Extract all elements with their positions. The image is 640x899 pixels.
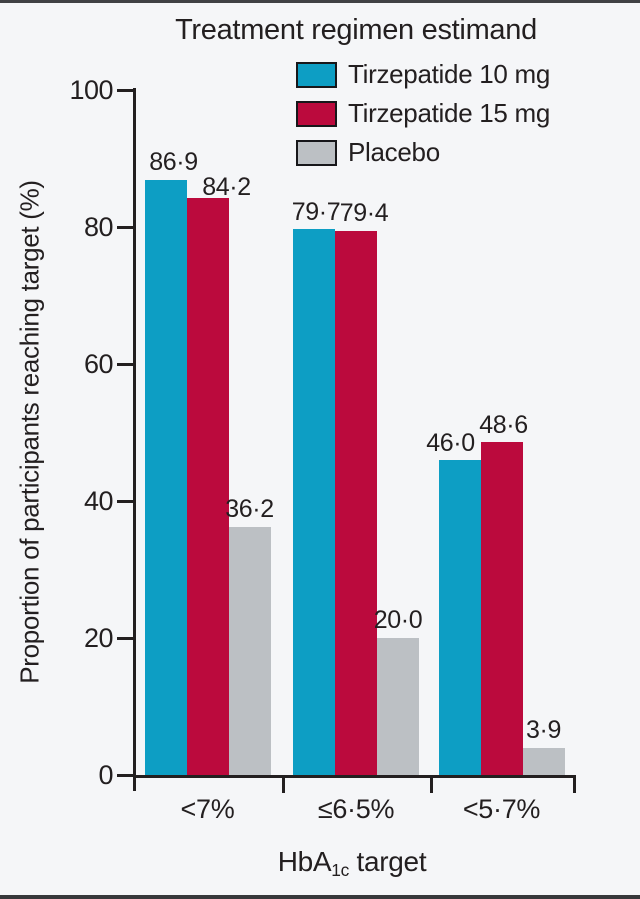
- y-tick-label: 80: [83, 212, 114, 242]
- x-axis-label-subscript: 1c: [331, 859, 350, 880]
- legend-item-tirzepatide-15-mg: Tirzepatide 15 mg: [296, 100, 550, 127]
- legend-swatch-placebo-icon: [296, 139, 337, 166]
- x-axis-line: [133, 775, 576, 778]
- bar-value-label: 86·9: [149, 147, 198, 176]
- bar-tirzepatide-15-mg: [186, 198, 229, 775]
- bar-value-label: 20·0: [373, 606, 423, 634]
- bar-value-label: 79·7: [291, 198, 341, 227]
- bar-value-label: 3·9: [526, 716, 561, 745]
- y-axis-line: [133, 88, 136, 791]
- bar-placebo: [228, 527, 271, 775]
- bar-placebo: [522, 748, 565, 775]
- y-axis-tick: [117, 88, 133, 92]
- legend-label: Tirzepatide 15 mg: [348, 98, 551, 128]
- bar-value-label: 84·2: [202, 173, 251, 202]
- y-tick-label: 20: [83, 623, 114, 653]
- chart-title: Treatment regimen estimand: [175, 14, 537, 46]
- top-border: [0, 0, 640, 3]
- x-axis-tick: [282, 775, 285, 793]
- legend-item-tirzepatide-10-mg: Tirzepatide 10 mg: [296, 61, 550, 88]
- bar-value-label: 46·0: [426, 428, 475, 457]
- y-tick-label: 0: [98, 760, 113, 790]
- legend-swatch-tirzepatide-15-mg-icon: [296, 100, 337, 127]
- y-tick-label: 60: [83, 349, 114, 379]
- y-axis-tick: [117, 499, 133, 503]
- x-axis-label-suffix: target: [349, 846, 427, 877]
- legend-item-placebo: Placebo: [296, 139, 550, 166]
- bar-tirzepatide-15-mg: [335, 231, 377, 775]
- bar-tirzepatide-10-mg: [293, 229, 335, 775]
- category-label: ≤6·5%: [317, 794, 395, 824]
- bar-placebo: [377, 638, 419, 775]
- y-axis-tick: [117, 636, 133, 640]
- legend-label: Placebo: [348, 137, 440, 167]
- category-label: <7%: [180, 794, 235, 824]
- bar-value-label: 79·4: [339, 199, 389, 228]
- bar-tirzepatide-10-mg: [438, 459, 481, 775]
- y-axis-tick: [117, 773, 133, 777]
- bar-value-label: 48·6: [479, 411, 528, 440]
- legend-swatch-tirzepatide-10-mg-icon: [296, 61, 337, 88]
- y-tick-label: 40: [83, 486, 114, 516]
- bar-tirzepatide-15-mg: [480, 442, 523, 775]
- bar-value-label: 36·2: [225, 495, 274, 524]
- y-axis-tick: [117, 362, 133, 366]
- x-axis-tick: [430, 775, 433, 793]
- bottom-border: [0, 895, 640, 899]
- legend-label: Tirzepatide 10 mg: [348, 59, 551, 89]
- y-axis-tick: [117, 225, 133, 229]
- bar-tirzepatide-10-mg: [144, 179, 187, 775]
- x-axis-tick: [573, 775, 576, 793]
- x-axis-label: HbA1c target: [277, 846, 427, 880]
- y-tick-label: 100: [69, 75, 113, 105]
- category-label: <5·7%: [462, 794, 541, 824]
- x-axis-label-prefix: HbA: [277, 846, 332, 877]
- legend: Tirzepatide 10 mg Tirzepatide 15 mg Plac…: [296, 61, 550, 178]
